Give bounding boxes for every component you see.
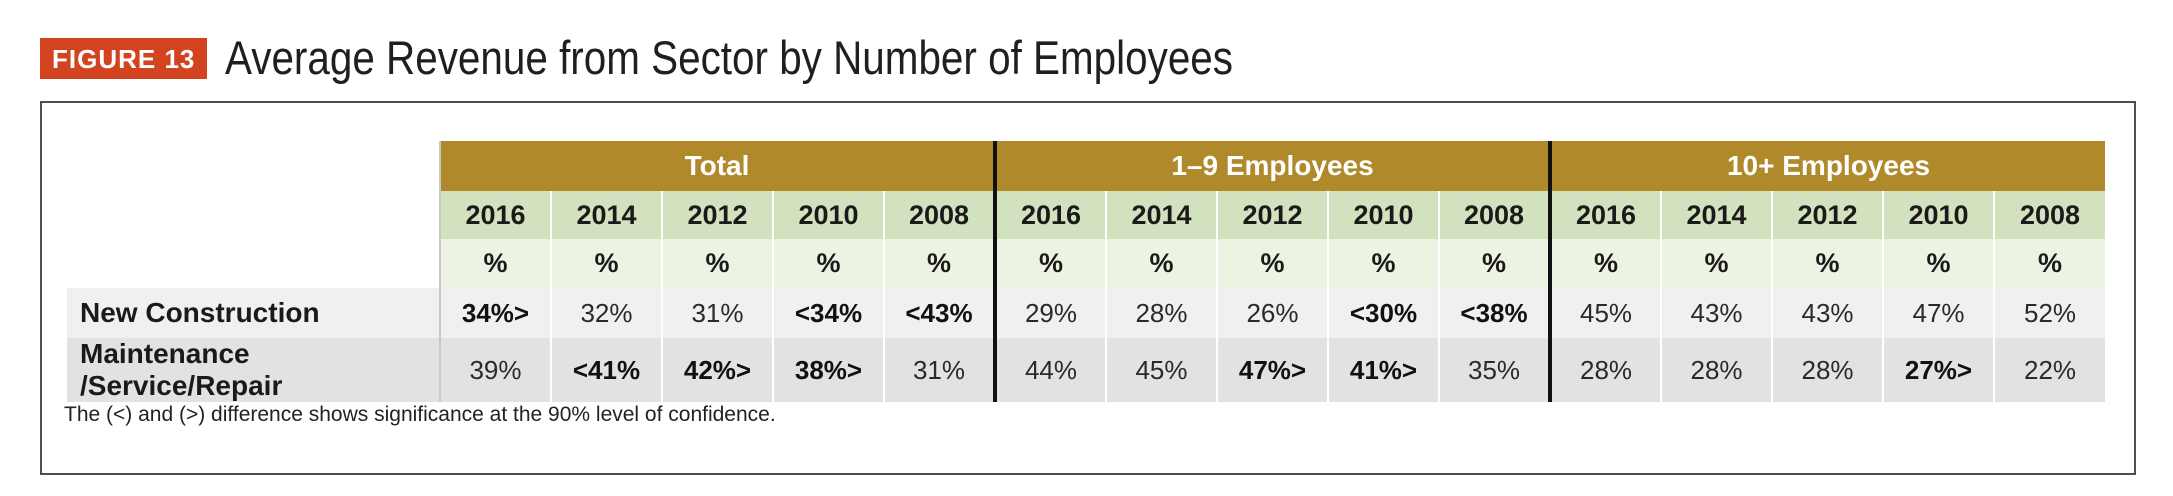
table-cell: 29% [993, 288, 1106, 338]
unit-header: % [439, 239, 551, 288]
table-row: New Construction 34%> 32% 31% <34% <43% 29% 28%… [67, 288, 2106, 338]
table-cell: 38%> [772, 338, 884, 402]
unit-header: % [883, 239, 995, 288]
table-cell: 28% [1771, 338, 1884, 402]
unit-header: % [993, 239, 1106, 288]
table-frame: Total 1–9 Employees 10+ Employees 2016 2014… [40, 101, 2136, 475]
year-header-row: 2016 2014 2012 2010 2008 2016 2014 2012 2010 2008… [67, 191, 2106, 239]
year-header: 2016 [439, 191, 551, 239]
table-cell: 28% [1105, 288, 1217, 338]
unit-header: % [1327, 239, 1439, 288]
row-label: New Construction [67, 288, 440, 338]
unit-header: % [550, 239, 662, 288]
table-cell: 42%> [661, 338, 773, 402]
unit-header: % [1771, 239, 1884, 288]
corner-cell [67, 239, 440, 288]
table-row: Maintenance /Service/Repair 39% <41% 42%> 38… [67, 338, 2106, 402]
table-cell: 39% [439, 338, 551, 402]
year-header: 2008 [1437, 191, 1551, 239]
unit-header: % [1216, 239, 1328, 288]
unit-header: % [1660, 239, 1773, 288]
table-cell: <30% [1327, 288, 1439, 338]
row-label: Maintenance /Service/Repair [67, 338, 440, 402]
group-header: 10+ Employees [1548, 141, 2106, 191]
year-header: 2014 [1105, 191, 1217, 239]
unit-header: % [1105, 239, 1217, 288]
table-cell: 43% [1660, 288, 1773, 338]
figure-header: FIGURE 13 Average Revenue from Sector by… [40, 28, 1397, 88]
table-cell: 52% [1993, 288, 2106, 338]
table-cell: 28% [1548, 338, 1662, 402]
table-cell: 43% [1771, 288, 1884, 338]
table-cell: 31% [661, 288, 773, 338]
corner-cell [67, 191, 440, 239]
year-header: 2016 [993, 191, 1106, 239]
table-cell: 28% [1660, 338, 1773, 402]
table-cell: 26% [1216, 288, 1328, 338]
unit-header: % [1548, 239, 1662, 288]
table-cell: 22% [1993, 338, 2106, 402]
group-header: 1–9 Employees [992, 141, 1551, 191]
year-header: 2014 [1660, 191, 1773, 239]
unit-header-row: %%%%%%%%%%%%%%% [67, 239, 2106, 288]
year-header: 2012 [661, 191, 773, 239]
table-cell: <38% [1437, 288, 1551, 338]
table-cell: 47% [1882, 288, 1995, 338]
table-cell: 44% [993, 338, 1106, 402]
table-cell: <34% [772, 288, 884, 338]
year-header: 2010 [1327, 191, 1439, 239]
group-header-row: Total 1–9 Employees 10+ Employees [67, 141, 2106, 191]
table-cell: 34%> [439, 288, 551, 338]
table-cell: 31% [883, 338, 995, 402]
table-cell: 41%> [1327, 338, 1439, 402]
unit-header: % [1437, 239, 1551, 288]
figure-badge: FIGURE 13 [40, 37, 208, 79]
unit-header: % [1882, 239, 1995, 288]
table-cell: <43% [883, 288, 995, 338]
year-header: 2008 [1993, 191, 2106, 239]
year-header: 2010 [772, 191, 884, 239]
year-header: 2012 [1216, 191, 1328, 239]
year-header: 2010 [1882, 191, 1995, 239]
unit-header: % [1993, 239, 2106, 288]
table-cell: 45% [1548, 288, 1662, 338]
group-header: Total [439, 141, 995, 191]
figure-title: Average Revenue from Sector by Number of… [225, 31, 1234, 84]
footnote: The (<) and (>) difference shows signifi… [64, 403, 776, 426]
unit-header: % [772, 239, 884, 288]
table-cell: 35% [1437, 338, 1551, 402]
table-cell: 45% [1105, 338, 1217, 402]
corner-cell [67, 141, 440, 191]
table-cell: <41% [550, 338, 662, 402]
year-header: 2016 [1548, 191, 1662, 239]
table-cell: 32% [550, 288, 662, 338]
year-header: 2008 [883, 191, 995, 239]
unit-header: % [661, 239, 773, 288]
year-header: 2014 [550, 191, 662, 239]
table-cell: 47%> [1216, 338, 1328, 402]
revenue-table: Total 1–9 Employees 10+ Employees 2016 2014… [67, 141, 2106, 402]
year-header: 2012 [1771, 191, 1884, 239]
table-cell: 27%> [1882, 338, 1995, 402]
